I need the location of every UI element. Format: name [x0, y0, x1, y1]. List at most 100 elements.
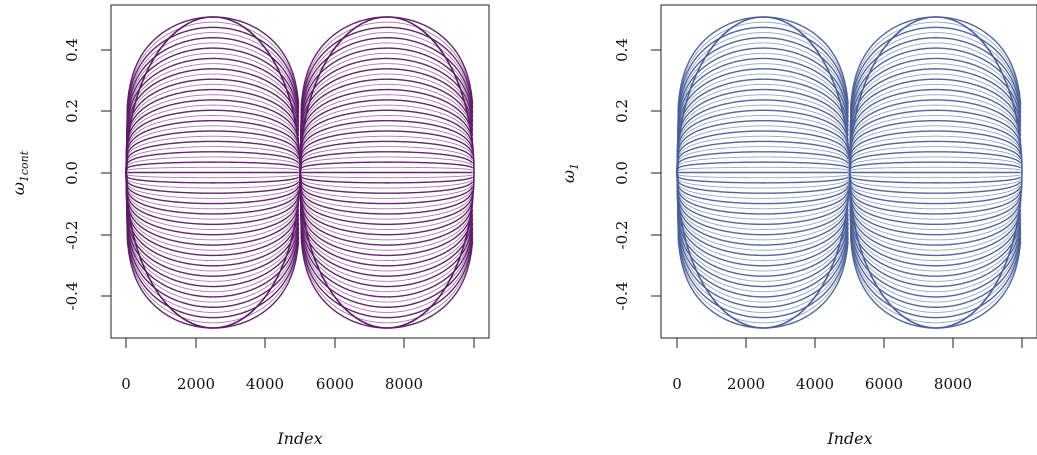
left-series-band [125, 109, 474, 173]
right-series-band [676, 172, 1022, 277]
left-series-band [125, 172, 474, 241]
left-x-tick-label: 0 [121, 375, 131, 393]
left-series-band [125, 172, 474, 319]
right-series-band [676, 109, 1022, 173]
left-series-band [125, 151, 474, 173]
left-series-band [125, 172, 474, 230]
right-series-band [676, 125, 1022, 173]
right-series-band [676, 88, 1022, 173]
right-y-tick-label: -0.2 [613, 221, 631, 250]
right-series-band [676, 172, 1022, 313]
left-series-band [125, 88, 474, 173]
left-series-band [125, 172, 474, 246]
left-series-band [125, 172, 474, 313]
right-series-band [676, 172, 1021, 184]
right-series-band [676, 172, 1022, 262]
right-series-band [676, 172, 1022, 267]
right-series-band [676, 57, 1022, 173]
right-series-band [676, 42, 1022, 173]
left-series-band [125, 161, 473, 173]
left-series-band [125, 130, 474, 173]
left-series-band [125, 166, 473, 173]
left-series-band [125, 115, 474, 173]
left-series-band [125, 172, 474, 205]
right-series-band [676, 161, 1021, 173]
left-series-band [125, 172, 474, 220]
right-series-band [676, 172, 1022, 251]
left-x-axis-title: Index [276, 429, 322, 448]
left-y-axis-title-sub: 1cont [18, 150, 31, 182]
right-series-band [676, 115, 1022, 173]
left-series-band [125, 146, 474, 173]
left-x-tick-label: 2000 [177, 375, 215, 393]
left-series-band [125, 94, 474, 173]
left-series-band [125, 172, 474, 215]
left-series-band [125, 172, 474, 236]
left-series-band [125, 172, 474, 324]
left-series-band [125, 140, 474, 173]
right-y-axis-title-sub: 1 [568, 163, 581, 170]
right-y-axis-title: ω1 [559, 163, 581, 183]
left-series-band [125, 63, 474, 173]
left-x-tick-label: 6000 [316, 375, 354, 393]
left-chart: 0 2000 4000 6000 8000 -0.4 -0.2 0.0 0.2 … [9, 4, 490, 448]
right-y-tick-label: 0.0 [613, 161, 631, 185]
right-x-tick-label: 0 [672, 375, 682, 393]
left-series-band [125, 47, 474, 173]
left-y-tick-label: 0.0 [63, 161, 81, 185]
left-series-band [125, 125, 474, 173]
left-series-band [125, 21, 474, 173]
left-x-tick-label: 4000 [246, 375, 284, 393]
left-series-band [125, 99, 474, 173]
right-x-tick-label: 2000 [727, 375, 765, 393]
right-series-band [676, 172, 1022, 230]
right-plot-marks [676, 16, 1023, 329]
right-series-band [676, 135, 1022, 173]
right-series-band [676, 172, 1022, 272]
left-series-band [125, 135, 474, 173]
right-series-band [676, 172, 1022, 319]
right-series-band [676, 172, 1022, 241]
right-lobe-outline [848, 16, 1023, 329]
right-series-band [676, 172, 1022, 236]
right-series-band [676, 172, 1022, 210]
right-series-band [676, 47, 1022, 173]
right-series-band [676, 78, 1022, 173]
right-y-tick-label: 0.2 [613, 99, 631, 123]
left-series-band [125, 119, 474, 173]
left-series-band [125, 172, 474, 303]
right-series-band [676, 68, 1022, 173]
right-chart: 0 2000 4000 6000 8000 -0.4 -0.2 0.0 0.2 … [559, 4, 1037, 448]
right-x-axis-title: Index [826, 429, 872, 448]
left-y-tick-label: 0.2 [63, 99, 81, 123]
left-series-band [125, 32, 474, 173]
right-x-tick-label: 8000 [934, 375, 972, 393]
right-series-band [676, 146, 1022, 173]
left-y-tick-label: -0.4 [63, 282, 81, 311]
left-series-band [125, 172, 474, 288]
left-series-band [125, 172, 474, 251]
left-series-band [125, 172, 474, 194]
right-series-band [676, 172, 1022, 293]
right-series-band [676, 21, 1022, 173]
right-series-band [676, 172, 1021, 189]
right-series-band [676, 172, 1022, 226]
left-series-band [125, 78, 474, 173]
left-series-band [125, 42, 474, 173]
right-series-band [676, 172, 1022, 288]
right-series-band [676, 156, 1021, 173]
left-series-band [125, 68, 474, 173]
right-series-band [676, 140, 1022, 173]
right-x-tick-label: 6000 [865, 375, 903, 393]
right-series-band [676, 172, 1022, 282]
right-y-tick-label: 0.4 [613, 38, 631, 62]
right-y-tick-label: -0.4 [613, 282, 631, 311]
right-series-band [676, 104, 1022, 173]
left-series-band [125, 172, 474, 293]
left-series-band [125, 104, 474, 173]
left-series-band [125, 172, 474, 298]
left-series-band [125, 156, 473, 173]
right-series-band [676, 73, 1022, 173]
right-series-band [676, 32, 1022, 173]
left-series-band [125, 26, 474, 173]
